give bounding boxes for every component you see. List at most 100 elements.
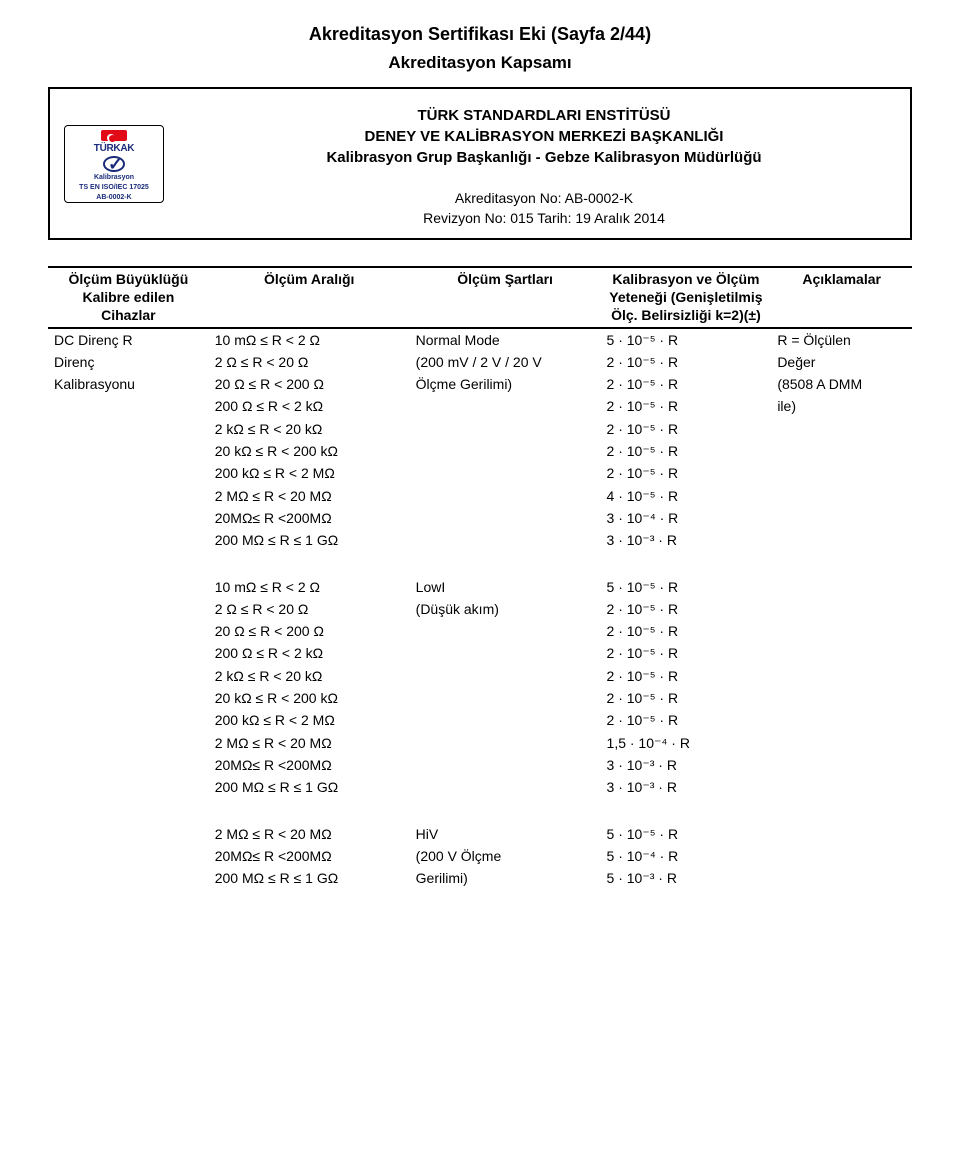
col-hdr-4: Kalibrasyon ve ÖlçümYeteneği (Genişletil…	[601, 267, 772, 328]
cell-unc: 5 · 10⁻³ · R	[601, 867, 772, 889]
org-line3: Kalibrasyon Grup Başkanlığı - Gebze Kali…	[190, 147, 898, 168]
cell-range: 200 kΩ ≤ R < 2 MΩ	[209, 462, 410, 484]
cell-cond: (Düşük akım)	[410, 598, 601, 620]
check-icon	[103, 156, 125, 172]
org-line2: DENEY VE KALİBRASYON MERKEZİ BAŞKANLIĞI	[190, 126, 898, 147]
cell-cond: (200 V Ölçme	[410, 845, 601, 867]
cell-unc: 5 · 10⁻⁵ · R	[601, 328, 772, 351]
cell-cond: (200 mV / 2 V / 20 V	[410, 351, 601, 373]
cell-unc: 2 · 10⁻⁵ · R	[601, 687, 772, 709]
table-row: Direnç 2 Ω ≤ R < 20 Ω (200 mV / 2 V / 20…	[48, 351, 912, 373]
logo-caption-3: AB-0002-K	[96, 194, 131, 202]
cell-range: 2 MΩ ≤ R < 20 MΩ	[209, 485, 410, 507]
cell-range: 200 MΩ ≤ R ≤ 1 GΩ	[209, 529, 410, 551]
cell-unc: 3 · 10⁻³ · R	[601, 776, 772, 798]
col-hdr-2: Ölçüm Aralığı	[209, 267, 410, 328]
table-row: 200 Ω ≤ R < 2 kΩ 2 · 10⁻⁵ · R	[48, 642, 912, 664]
cell-note: (8508 A DMM	[771, 373, 912, 395]
logo-badge: TÜRKAK Kalibrasyon TS EN ISO/IEC 17025 A…	[64, 125, 164, 203]
table-row: 200 MΩ ≤ R ≤ 1 GΩ 3 · 10⁻³ · R	[48, 529, 912, 551]
logo-brand: TÜRKAK	[94, 143, 134, 154]
cell-unc: 2 · 10⁻⁵ · R	[601, 642, 772, 664]
cell-cond: LowI	[410, 576, 601, 598]
org-cell: TÜRK STANDARDLARI ENSTİTÜSÜ DENEY VE KAL…	[178, 89, 910, 238]
table-row: Kalibrasyonu 20 Ω ≤ R < 200 Ω Ölçme Geri…	[48, 373, 912, 395]
table-row: 200 kΩ ≤ R < 2 MΩ 2 · 10⁻⁵ · R	[48, 462, 912, 484]
cell-unc: 3 · 10⁻³ · R	[601, 754, 772, 776]
table-row: 20 kΩ ≤ R < 200 kΩ 2 · 10⁻⁵ · R	[48, 687, 912, 709]
logo-caption-2: TS EN ISO/IEC 17025	[79, 184, 149, 192]
cell-unc: 5 · 10⁻⁴ · R	[601, 845, 772, 867]
cell-range: 200 MΩ ≤ R ≤ 1 GΩ	[209, 776, 410, 798]
cell-range: 20 Ω ≤ R < 200 Ω	[209, 620, 410, 642]
flag-icon	[101, 130, 127, 142]
main-table: Ölçüm BüyüklüğüKalibre edilenCihazlar Öl…	[48, 266, 912, 889]
cell-unc: 3 · 10⁻³ · R	[601, 529, 772, 551]
cell-unc: 2 · 10⁻⁵ · R	[601, 440, 772, 462]
table-row: 10 mΩ ≤ R < 2 Ω LowI 5 · 10⁻⁵ · R	[48, 576, 912, 598]
cell-cond: HiV	[410, 823, 601, 845]
cell-cond: Normal Mode	[410, 328, 601, 351]
col-hdr-1: Ölçüm BüyüklüğüKalibre edilenCihazlar	[48, 267, 209, 328]
table-row: 2 Ω ≤ R < 20 Ω (Düşük akım) 2 · 10⁻⁵ · R	[48, 598, 912, 620]
cell-unc: 2 · 10⁻⁵ · R	[601, 665, 772, 687]
cell-unc: 2 · 10⁻⁵ · R	[601, 620, 772, 642]
logo-cell: TÜRKAK Kalibrasyon TS EN ISO/IEC 17025 A…	[50, 89, 178, 238]
col-hdr-3: Ölçüm Şartları	[410, 267, 601, 328]
table-row: 2 kΩ ≤ R < 20 kΩ 2 · 10⁻⁵ · R	[48, 665, 912, 687]
cell-note: R = Ölçülen	[771, 328, 912, 351]
cell-range: 10 mΩ ≤ R < 2 Ω	[209, 328, 410, 351]
table-row: 200 MΩ ≤ R ≤ 1 GΩ 3 · 10⁻³ · R	[48, 776, 912, 798]
table-row: 2 MΩ ≤ R < 20 MΩ 4 · 10⁻⁵ · R	[48, 485, 912, 507]
akno: Akreditasyon No: AB-0002-K	[190, 190, 898, 206]
cell-unc: 5 · 10⁻⁵ · R	[601, 576, 772, 598]
table-row: 2 MΩ ≤ R < 20 MΩ 1,5 · 10⁻⁴ · R	[48, 732, 912, 754]
cell-unc: 2 · 10⁻⁵ · R	[601, 709, 772, 731]
cell-note: ile)	[771, 395, 912, 417]
table-row: 20MΩ≤ R <200MΩ (200 V Ölçme 5 · 10⁻⁴ · R	[48, 845, 912, 867]
cell-range: 2 MΩ ≤ R < 20 MΩ	[209, 732, 410, 754]
cell-unc: 2 · 10⁻⁵ · R	[601, 395, 772, 417]
page-subtitle: Akreditasyon Kapsamı	[48, 53, 912, 73]
table-row: 200 MΩ ≤ R ≤ 1 GΩ Gerilimi) 5 · 10⁻³ · R	[48, 867, 912, 889]
logo-caption-1: Kalibrasyon	[94, 174, 134, 182]
cell-range: 2 Ω ≤ R < 20 Ω	[209, 598, 410, 620]
table-row: DC Direnç R 10 mΩ ≤ R < 2 Ω Normal Mode …	[48, 328, 912, 351]
cell-range: 200 Ω ≤ R < 2 kΩ	[209, 395, 410, 417]
cell-unc: 2 · 10⁻⁵ · R	[601, 351, 772, 373]
cell-range: 20MΩ≤ R <200MΩ	[209, 754, 410, 776]
cell-range: 200 Ω ≤ R < 2 kΩ	[209, 642, 410, 664]
cell-range: 2 MΩ ≤ R < 20 MΩ	[209, 823, 410, 845]
rev: Revizyon No: 015 Tarih: 19 Aralık 2014	[190, 210, 898, 226]
cell-range: 2 kΩ ≤ R < 20 kΩ	[209, 418, 410, 440]
table-row: 20MΩ≤ R <200MΩ 3 · 10⁻³ · R	[48, 754, 912, 776]
table-row: 20 kΩ ≤ R < 200 kΩ 2 · 10⁻⁵ · R	[48, 440, 912, 462]
col-hdr-5: Açıklamalar	[771, 267, 912, 328]
cell-unc: 2 · 10⁻⁵ · R	[601, 462, 772, 484]
cell-unc: 2 · 10⁻⁵ · R	[601, 418, 772, 440]
org-line1: TÜRK STANDARDLARI ENSTİTÜSÜ	[190, 105, 898, 126]
cell-left: Kalibrasyonu	[48, 373, 209, 395]
table-row: 20MΩ≤ R <200MΩ 3 · 10⁻⁴ · R	[48, 507, 912, 529]
cell-unc: 2 · 10⁻⁵ · R	[601, 598, 772, 620]
cell-range: 2 Ω ≤ R < 20 Ω	[209, 351, 410, 373]
table-row: 20 Ω ≤ R < 200 Ω 2 · 10⁻⁵ · R	[48, 620, 912, 642]
table-row: 200 kΩ ≤ R < 2 MΩ 2 · 10⁻⁵ · R	[48, 709, 912, 731]
table-row: 2 kΩ ≤ R < 20 kΩ 2 · 10⁻⁵ · R	[48, 418, 912, 440]
cell-range: 10 mΩ ≤ R < 2 Ω	[209, 576, 410, 598]
cell-left: DC Direnç R	[48, 328, 209, 351]
header-box: TÜRKAK Kalibrasyon TS EN ISO/IEC 17025 A…	[48, 87, 912, 240]
cell-cond: Gerilimi)	[410, 867, 601, 889]
cell-unc: 5 · 10⁻⁵ · R	[601, 823, 772, 845]
cell-unc: 2 · 10⁻⁵ · R	[601, 373, 772, 395]
page-title: Akreditasyon Sertifikası Eki (Sayfa 2/44…	[48, 24, 912, 45]
cell-range: 20MΩ≤ R <200MΩ	[209, 845, 410, 867]
cell-range: 200 MΩ ≤ R ≤ 1 GΩ	[209, 867, 410, 889]
cell-range: 200 kΩ ≤ R < 2 MΩ	[209, 709, 410, 731]
table-header-row: Ölçüm BüyüklüğüKalibre edilenCihazlar Öl…	[48, 267, 912, 328]
cell-cond: Ölçme Gerilimi)	[410, 373, 601, 395]
table-row: 2 MΩ ≤ R < 20 MΩ HiV 5 · 10⁻⁵ · R	[48, 823, 912, 845]
cell-range: 2 kΩ ≤ R < 20 kΩ	[209, 665, 410, 687]
cell-unc: 4 · 10⁻⁵ · R	[601, 485, 772, 507]
cell-range: 20 Ω ≤ R < 200 Ω	[209, 373, 410, 395]
